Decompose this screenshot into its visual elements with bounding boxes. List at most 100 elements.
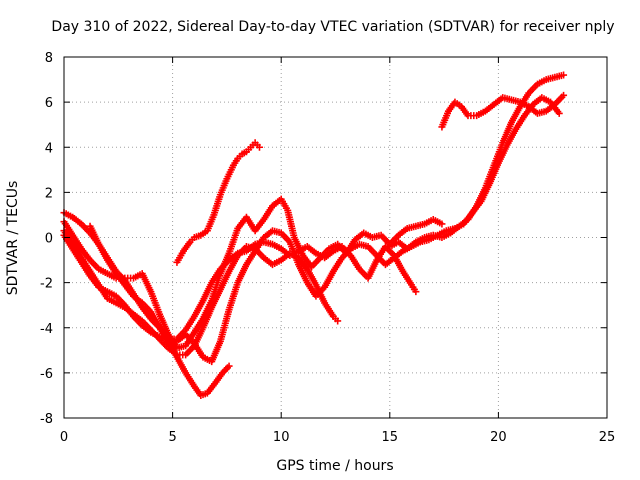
data-point <box>334 317 342 325</box>
data-point-trail <box>271 227 283 236</box>
data-point-trail <box>139 272 154 294</box>
data-point-trail <box>175 342 187 351</box>
data-point-trail <box>314 250 326 261</box>
data-point-trail <box>491 141 506 167</box>
data-point-trail <box>459 104 471 118</box>
data-point-trail <box>220 364 231 375</box>
x-tick-label: 5 <box>168 430 176 445</box>
data-point-trail <box>314 285 327 298</box>
series-7 <box>438 91 568 131</box>
data-point-trail <box>156 312 171 336</box>
data-point-trail <box>149 329 161 340</box>
data-point-trail <box>322 248 336 260</box>
data-point-trail <box>309 256 323 269</box>
data-point-trail <box>192 232 203 241</box>
data-point-trail <box>205 380 219 395</box>
data-point-trail <box>327 241 339 252</box>
data-point-trail <box>200 305 215 330</box>
data-point-trail <box>131 314 144 328</box>
data-point-trail <box>183 344 197 357</box>
data-point-trail <box>358 241 370 250</box>
data-point-trail <box>174 355 189 375</box>
data-point-trail <box>553 93 566 107</box>
data-point-trail <box>371 232 383 241</box>
data-point-trail <box>213 371 225 384</box>
data-point-trail <box>105 258 119 276</box>
data-point-trail <box>192 317 206 334</box>
data-point-trail <box>383 255 396 267</box>
data-point-trail <box>183 314 197 332</box>
data-point-trail <box>79 247 93 262</box>
data-point-trail <box>114 271 127 287</box>
y-tick-label: -8 <box>40 412 53 427</box>
data-point-trail <box>124 274 135 282</box>
data-point-trail <box>396 226 409 238</box>
data-point-trail <box>114 294 127 307</box>
data-point-trail <box>191 299 206 318</box>
data-point-trail <box>226 227 241 255</box>
data-point-trail <box>88 258 101 271</box>
y-tick-label: -4 <box>40 322 53 337</box>
data-point-trail <box>122 303 136 319</box>
y-tick-label: -6 <box>40 367 53 382</box>
data-point-trail <box>423 217 435 227</box>
data-points <box>60 71 568 399</box>
data-point-trail <box>348 253 362 271</box>
y-axis-label: SDTVAR / TECUs <box>5 181 21 296</box>
data-point-trail <box>61 220 75 237</box>
data-point-trail <box>509 105 523 124</box>
y-tick-label: 4 <box>45 141 53 156</box>
series-5 <box>86 94 563 366</box>
data-point-trail <box>440 230 452 240</box>
data-point-trail <box>500 120 515 145</box>
data-point-trail <box>392 248 405 260</box>
x-tick-label: 0 <box>60 430 68 445</box>
data-point-trail <box>531 95 544 107</box>
data-point-trail <box>467 112 478 120</box>
chart-title: Day 310 of 2022, Sidereal Day-to-day VTE… <box>51 19 614 35</box>
data-point-trail <box>362 230 374 240</box>
data-point-trail <box>204 213 217 232</box>
data-point-trail <box>140 301 153 314</box>
y-tick-label: -2 <box>40 277 53 292</box>
series-6 <box>173 139 263 266</box>
data-point-trail <box>208 272 224 302</box>
data-point-trail <box>332 244 344 254</box>
data-point-trail <box>96 242 110 262</box>
x-axis-label: GPS time / hours <box>276 458 393 474</box>
data-point-trail <box>218 258 231 271</box>
data-point-trail <box>176 351 187 359</box>
data-point-trail <box>106 271 118 281</box>
data-point-trail <box>227 251 240 263</box>
data-point-trail <box>201 354 214 364</box>
data-point-trail <box>244 242 257 254</box>
x-tick-label: 25 <box>599 430 616 445</box>
data-point-trail <box>453 100 463 109</box>
y-tick-label: 2 <box>45 186 53 201</box>
data-point-trail <box>322 301 336 319</box>
data-point-trail <box>217 269 232 291</box>
data-point-trail <box>244 249 258 267</box>
data-point-trail <box>209 267 223 285</box>
data-point-trail <box>148 310 162 330</box>
data-point-trail <box>383 244 396 258</box>
data-point-trail <box>439 109 452 129</box>
data-point-trail <box>279 231 292 244</box>
data-point-trail <box>140 305 153 321</box>
data-point-trail <box>97 266 109 276</box>
data-point <box>438 220 446 228</box>
data-point-trail <box>200 281 215 303</box>
data-point-trail <box>510 96 522 106</box>
data-point-trail <box>517 91 532 109</box>
data-point-trail <box>540 95 552 105</box>
data-point-trail <box>475 108 487 119</box>
data-point-trail <box>465 204 479 222</box>
series-8 <box>386 71 568 253</box>
data-point-trail <box>457 217 470 229</box>
data-point-trail <box>527 82 540 95</box>
data-point-trail <box>209 339 224 364</box>
data-point-trail <box>199 390 209 399</box>
y-tick-label: 0 <box>45 232 53 247</box>
data-point-trail <box>70 233 84 251</box>
data-point-trail <box>414 221 426 230</box>
